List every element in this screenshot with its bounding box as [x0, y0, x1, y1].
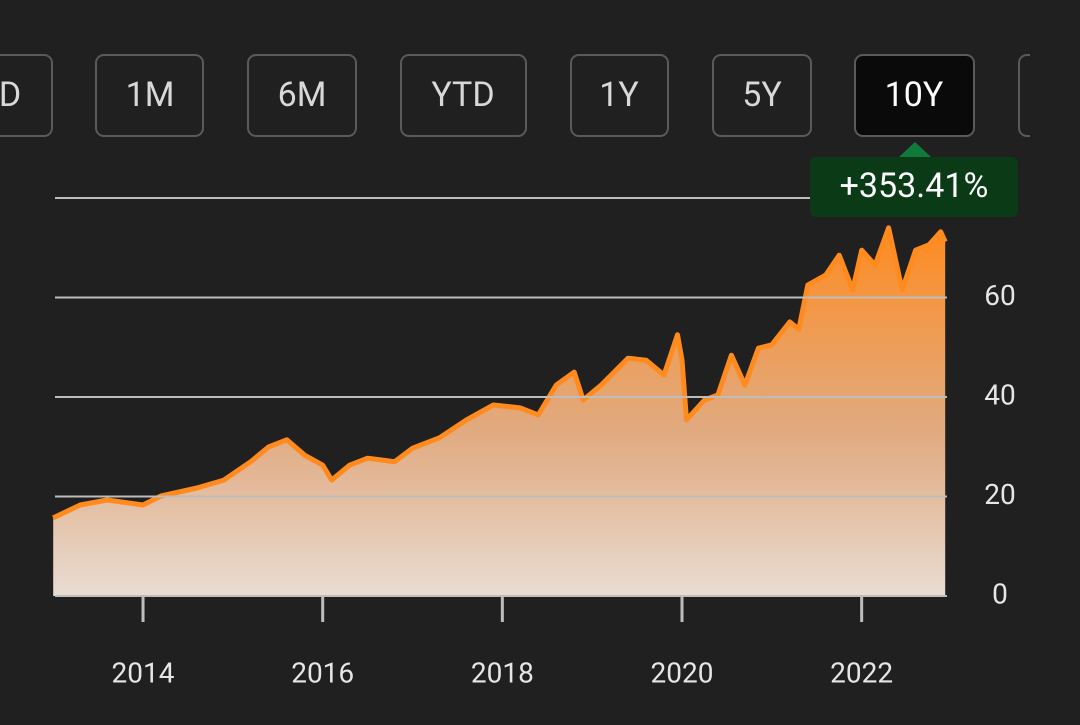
- range-button[interactable]: 1M: [95, 54, 204, 137]
- badge-box: [810, 157, 1018, 217]
- range-button[interactable]: [1018, 54, 1080, 137]
- x-tick-label: 2022: [830, 656, 893, 689]
- button-label: 5Y: [742, 75, 782, 115]
- y-tick-label: 60: [984, 279, 1015, 312]
- button-label: 10Y: [885, 75, 944, 115]
- x-tick-label: 2014: [112, 656, 175, 689]
- range-button[interactable]: 10Y: [854, 54, 975, 137]
- range-button[interactable]: D: [0, 54, 53, 137]
- y-tick-label: 0: [992, 577, 1008, 610]
- y-tick-label: 40: [984, 378, 1015, 411]
- x-tick-label: 2016: [291, 656, 354, 689]
- plot: 02040608020142016201820202022: [52, 179, 1016, 689]
- y-tick-label: 20: [984, 478, 1015, 511]
- range-button[interactable]: 5Y: [712, 54, 812, 137]
- area-fill: [53, 227, 946, 597]
- badge-pointer: [899, 142, 931, 157]
- x-tick-label: 2018: [471, 656, 534, 689]
- button-label: D: [0, 75, 21, 115]
- button-label: YTD: [431, 75, 494, 115]
- button-label: 1Y: [599, 75, 639, 115]
- button-label: 1M: [126, 75, 175, 115]
- price-line: [52, 225, 948, 521]
- range-button[interactable]: YTD: [400, 54, 527, 137]
- annotation-badge: +353.41%: [810, 142, 1018, 217]
- annotation: +353.41%: [840, 166, 989, 206]
- range-button[interactable]: 6M: [247, 54, 357, 137]
- range-selector: D 1M 6M YTD 1Y 5Y 10Y: [0, 54, 1080, 137]
- range-button[interactable]: 1Y: [570, 54, 669, 137]
- button-label: 6M: [278, 75, 327, 115]
- x-tick-label: 2020: [651, 656, 714, 689]
